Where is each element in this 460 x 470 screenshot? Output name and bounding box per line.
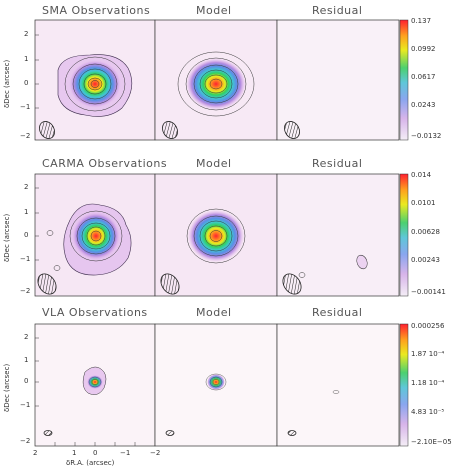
sma-observations-beam [39,121,55,139]
colorbar-tick: 0.0617 [411,73,436,81]
title-sma-observations: SMA Observations [42,4,151,17]
colorbar-tick: −0.00141 [411,288,446,296]
colorbar-tick: 0.0101 [411,199,436,207]
title-carma-observations: CARMA Observations [42,157,168,170]
colorbar-tick: 1.87 10⁻⁴ [411,350,445,358]
carma-model-blob [188,210,244,262]
ytick: 0 [24,79,29,87]
ytick: 1 [24,208,29,216]
ytick: −1 [20,103,31,111]
xtick: 0 [93,449,98,457]
colorbar-tick: 0.0243 [411,101,436,109]
colorbar-sma [399,19,409,141]
title-vla-model: Model [196,306,232,319]
row-carma [34,173,409,297]
colorbar-vla [399,323,409,447]
ytick: 1 [24,55,29,63]
carma-observations-blob [72,212,120,260]
ytick: 2 [24,333,29,341]
title-carma-residual: Residual [312,157,363,170]
colorbar-tick: 4.83 10⁻⁵ [411,408,445,416]
colorbar-tick: 0.00243 [411,256,440,264]
ytick: 1 [24,356,29,364]
colorbar-carma [399,173,409,297]
panel-vla-residual [276,323,400,447]
ytick: 0 [24,231,29,239]
title-vla-observations: VLA Observations [42,306,148,319]
carma-residual-beam [282,273,302,295]
colorbar-tick: 0.014 [411,171,432,179]
colorbar-tick: 0.00628 [411,228,440,236]
colorbar-tick: 0.0992 [411,45,436,53]
ylabel-row2: δDec (arcsec) [3,213,11,262]
ylabel-row1: δDec (arcsec) [3,59,11,108]
xtick: 1 [72,449,77,457]
axis-ticks [35,34,136,446]
ytick: −1 [20,401,31,409]
sma-model-blob [186,58,246,110]
ytick: 2 [24,30,29,38]
colorbar-tick: 0.000256 [411,322,445,330]
ylabel-row3: δDec (arcsec) [3,363,11,412]
xlabel: δR.A. (arcsec) [66,459,115,467]
title-vla-residual: Residual [312,306,363,319]
panel-carma-residual [276,173,400,297]
vla-residual-beam [287,430,297,436]
panel-sma-residual [276,19,400,141]
vla-model-blob [207,374,225,390]
colorbar-tick: 0.137 [411,17,432,25]
carma-model-beam [160,273,180,295]
title-sma-residual: Residual [312,4,363,17]
row-vla [34,323,409,447]
ytick: 0 [24,377,29,385]
carma-observations-beam [37,273,57,295]
title-sma-model: Model [196,4,232,17]
xtick: −2 [150,449,161,457]
xtick: 2 [33,449,38,457]
colorbar-tick: −0.0132 [411,132,442,140]
vla-model-beam [165,430,175,436]
sma-residual-beam [284,121,300,139]
ytick: −2 [20,437,31,445]
ytick: −2 [20,287,31,295]
sma-observations-blob [69,60,121,108]
row-sma [34,19,409,141]
sma-model-beam [162,121,178,139]
ytick: −1 [20,255,31,263]
title-carma-model: Model [196,157,232,170]
xtick: −1 [120,449,131,457]
colorbar-tick: −2.10E−05 [411,438,452,446]
vla-observations-beam [43,430,53,436]
ytick: −2 [20,132,31,140]
colorbar-tick: 1.18 10⁻⁴ [411,379,445,387]
ytick: 2 [24,183,29,191]
